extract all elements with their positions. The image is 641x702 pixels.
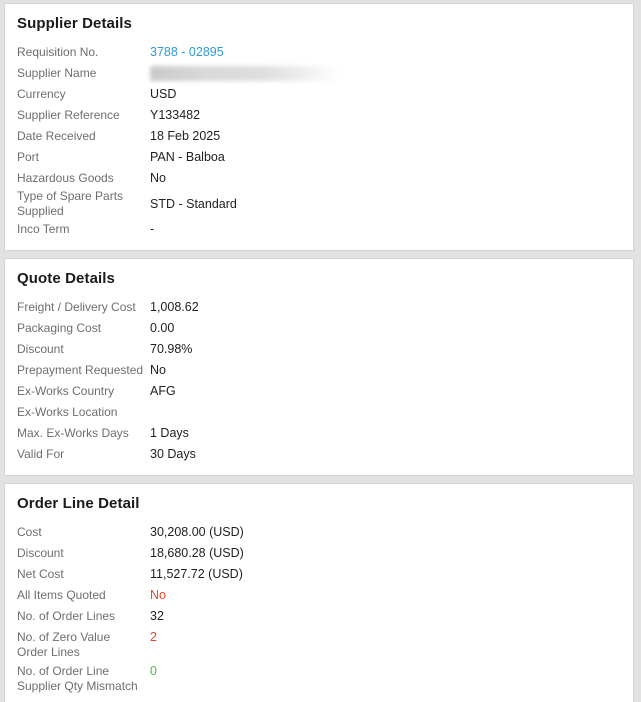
field-label: Currency (17, 87, 66, 101)
field-value: 1 Days (150, 426, 189, 440)
field-label: Net Cost (17, 567, 64, 581)
field-row-port: Port PAN - Balboa (5, 147, 633, 168)
field-value: 3788 - 02895 (150, 45, 224, 60)
field-row-inco-term: Inco Term - (5, 219, 633, 240)
field-label: Packaging Cost (17, 321, 102, 335)
field-label: No. of Zero Value Order Lines (17, 630, 111, 659)
section-quote-details: Quote Details Freight / Delivery Cost 1,… (4, 258, 634, 476)
field-row-currency: Currency USD (5, 84, 633, 105)
field-rows: Cost 30,208.00 (USD) Discount 18,680.28 … (5, 520, 633, 695)
field-label: Valid For (17, 447, 65, 461)
field-label: Supplier Reference (17, 108, 120, 122)
field-value: No (150, 588, 166, 602)
section-title: Supplier Details (17, 15, 132, 32)
field-value: 0 (150, 664, 157, 678)
field-label: All Items Quoted (17, 588, 106, 602)
field-row-requisition-no: Requisition No. 3788 - 02895 (5, 42, 633, 63)
field-value: USD (150, 87, 177, 101)
field-row-net-cost: Net Cost 11,527.72 (USD) (5, 564, 633, 585)
field-rows: Freight / Delivery Cost 1,008.62 Packagi… (5, 295, 633, 465)
field-value: 1,008.62 (150, 300, 199, 314)
field-value: 32 (150, 609, 164, 623)
field-value: 30,208.00 (USD) (150, 525, 244, 539)
section-supplier-details: Supplier Details Requisition No. 3788 - … (4, 3, 634, 251)
field-label: Supplier Name (17, 66, 97, 80)
field-label: No. of Order Line Supplier Qty Mismatch (17, 664, 138, 693)
field-value: 18,680.28 (USD) (150, 546, 244, 560)
field-row-supplier-name: Supplier Name (5, 63, 633, 84)
field-row-packaging-cost: Packaging Cost 0.00 (5, 318, 633, 339)
field-label: Hazardous Goods (17, 171, 114, 185)
field-row-valid-for: Valid For 30 Days (5, 444, 633, 465)
field-value: No (150, 171, 166, 185)
field-row-type-of-spare-parts-supplied: Type of Spare Parts Supplied STD - Stand… (5, 189, 633, 219)
field-value: AFG (150, 384, 176, 398)
field-label: Freight / Delivery Cost (17, 300, 136, 314)
field-label: Ex-Works Location (17, 405, 118, 419)
field-value (150, 66, 340, 81)
field-value: No (150, 363, 166, 377)
field-row-cost: Cost 30,208.00 (USD) (5, 522, 633, 543)
section-title: Quote Details (17, 270, 115, 287)
field-label: Prepayment Requested (17, 363, 144, 377)
field-row-freight-delivery-cost: Freight / Delivery Cost 1,008.62 (5, 297, 633, 318)
field-label: Cost (17, 525, 42, 539)
field-row-discount: Discount 70.98% (5, 339, 633, 360)
redacted-supplier-name (150, 66, 340, 81)
field-row-no-of-zero-value-order-lines: No. of Zero Value Order Lines 2 (5, 627, 633, 661)
field-row-ex-works-location: Ex-Works Location (5, 402, 633, 423)
field-value: 18 Feb 2025 (150, 129, 221, 143)
field-label: Ex-Works Country (17, 384, 115, 398)
field-label: Requisition No. (17, 45, 99, 59)
section-title: Order Line Detail (17, 495, 140, 512)
field-value: 70.98% (150, 342, 193, 356)
field-row-date-received: Date Received 18 Feb 2025 (5, 126, 633, 147)
field-label: Port (17, 150, 40, 164)
field-row-all-items-quoted: All Items Quoted No (5, 585, 633, 606)
field-label: Discount (17, 546, 64, 560)
field-label: Date Received (17, 129, 96, 143)
field-row-supplier-reference: Supplier Reference Y133482 (5, 105, 633, 126)
field-label: Discount (17, 342, 64, 356)
field-value: Y133482 (150, 108, 201, 122)
field-row-prepayment-requested: Prepayment Requested No (5, 360, 633, 381)
field-label: Inco Term (17, 222, 70, 236)
field-label: No. of Order Lines (17, 609, 116, 623)
field-value: 11,527.72 (USD) (150, 567, 243, 581)
field-value: STD - Standard (150, 196, 237, 211)
field-row-max-ex-works-days: Max. Ex-Works Days 1 Days (5, 423, 633, 444)
field-value: 30 Days (150, 447, 196, 461)
field-row-ex-works-country: Ex-Works Country AFG (5, 381, 633, 402)
field-value: PAN - Balboa (150, 150, 225, 164)
field-row-no-of-order-lines: No. of Order Lines 32 (5, 606, 633, 627)
field-rows: Requisition No. 3788 - 02895 Supplier Na… (5, 40, 633, 240)
field-value: 0.00 (150, 321, 175, 335)
field-row-no-of-order-line-supplier-qty-mismatch: No. of Order Line Supplier Qty Mismatch … (5, 661, 633, 695)
field-row-hazardous-goods: Hazardous Goods No (5, 168, 633, 189)
field-row-discount: Discount 18,680.28 (USD) (5, 543, 633, 564)
requisition-number-link[interactable]: 3788 - 02895 (150, 45, 224, 59)
field-label: Type of Spare Parts Supplied (17, 189, 124, 218)
field-label: Max. Ex-Works Days (17, 426, 129, 440)
section-order-line-detail: Order Line Detail Cost 30,208.00 (USD) D… (4, 483, 634, 702)
field-value: 2 (150, 630, 157, 644)
field-value: - (150, 222, 155, 236)
